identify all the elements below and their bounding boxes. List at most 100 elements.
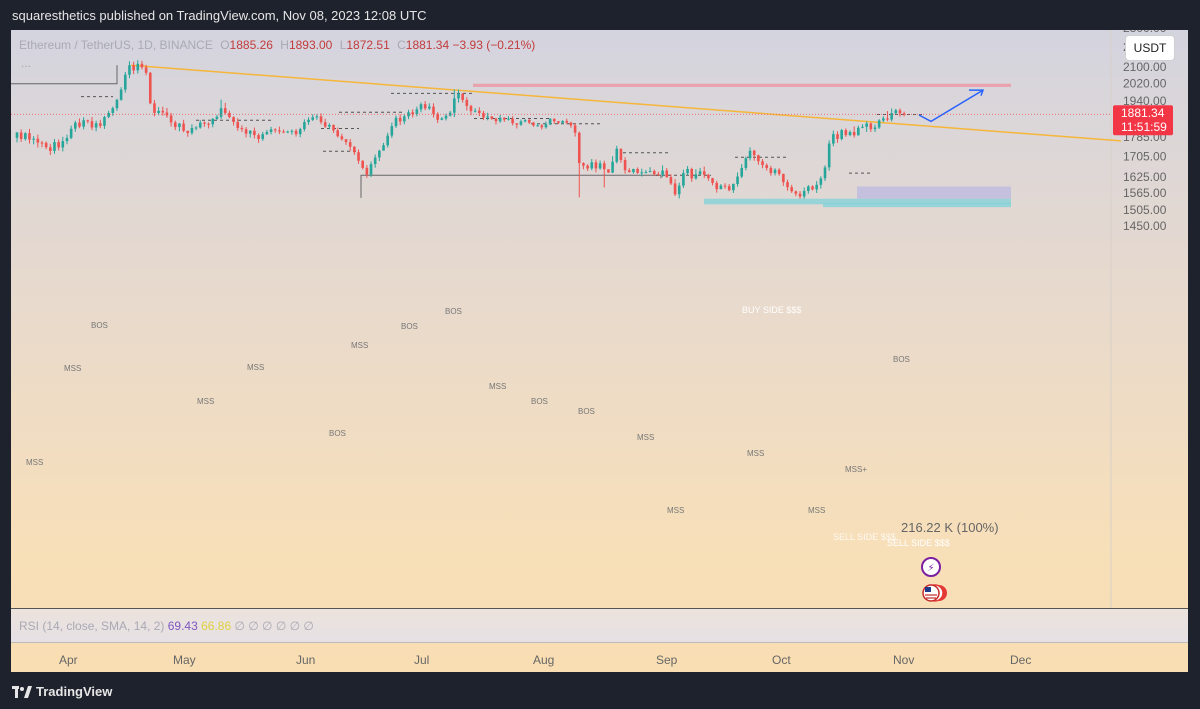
candle-body [561, 120, 564, 123]
candle-body [161, 110, 165, 113]
candle-body [473, 110, 477, 112]
candle-body [623, 159, 627, 171]
candle-body [602, 163, 606, 170]
candle-body [228, 112, 231, 118]
candle-body [869, 123, 873, 130]
candle-body [769, 167, 773, 174]
candle-body [836, 134, 839, 139]
candle-body [378, 150, 381, 158]
rsi-title: RSI (14, close, SMA, 14, 2) [19, 619, 165, 633]
us-flag-canton [925, 587, 931, 592]
candle-body [165, 112, 169, 116]
candle-body [573, 125, 577, 133]
candle-body [527, 120, 531, 123]
low-value: 1872.51 [346, 38, 390, 52]
candle-body [894, 110, 898, 114]
candle-body [36, 138, 40, 143]
candle-body [519, 121, 523, 125]
candle-body [765, 165, 768, 168]
candle-body [82, 120, 85, 127]
high-value: 1893.00 [288, 38, 333, 52]
candle-body [840, 130, 843, 139]
candle-body [702, 171, 706, 175]
open-label: O [220, 38, 230, 52]
candle-body [548, 118, 552, 125]
candle-body [707, 174, 710, 179]
tradingview-logo[interactable]: TradingView [12, 684, 112, 699]
structure-label: BOS [401, 322, 418, 331]
candle-body [615, 148, 619, 162]
candle-body [24, 133, 27, 139]
structure-label: BOS [329, 429, 346, 438]
candle-body [744, 158, 748, 168]
candle-body [611, 161, 614, 173]
candle-body [69, 128, 73, 138]
candle-body [482, 112, 485, 118]
candle-body [607, 169, 610, 173]
candle-body [882, 118, 885, 121]
candle-body [169, 115, 173, 123]
x-tick: Dec [1010, 653, 1032, 667]
lightning-event-icon[interactable] [921, 557, 941, 577]
candle-body [569, 122, 573, 126]
y-tick: 1940.00 [1123, 94, 1167, 108]
candle-body [398, 117, 402, 122]
candle-body [552, 118, 556, 122]
structure-label: BOS [893, 355, 910, 364]
candle-body [890, 113, 893, 120]
candle-body [794, 191, 798, 194]
currency-button[interactable]: USDT [1125, 35, 1175, 61]
y-tick: 1625.00 [1123, 170, 1167, 184]
candle-body [507, 118, 510, 120]
candle-body [432, 106, 435, 114]
candle-body [215, 116, 219, 119]
candle-body [677, 185, 681, 195]
candle-body [286, 131, 290, 133]
open-value: 1885.26 [229, 38, 273, 52]
legend-more-button[interactable]: ... [21, 56, 32, 70]
candle-body [119, 89, 123, 100]
y-tick: 2020.00 [1123, 77, 1167, 91]
candle-body [361, 160, 364, 168]
candle-body [128, 65, 131, 75]
candle-body [782, 173, 785, 183]
candle-body [777, 169, 781, 174]
candle-body [598, 163, 602, 169]
candle-body [265, 132, 269, 135]
candle-body [203, 122, 206, 124]
candle-body [298, 129, 302, 135]
candle-body [157, 110, 160, 113]
chart-pane[interactable]: BUY SIDE $$$ SELL SIDE $$$ SELL SIDE $$$ 21… [11, 30, 1188, 672]
price-chart-svg[interactable]: BUY SIDE $$$ SELL SIDE $$$SELL SIDE $$$ 21… [11, 30, 1188, 608]
candle-body [57, 142, 60, 148]
candle-body [503, 117, 506, 120]
symbol-name[interactable]: Ethereum / TetherUS, 1D, BINANCE [19, 38, 213, 52]
candle-body [811, 186, 814, 190]
candle-body [49, 147, 52, 151]
structure-label: MSS [26, 458, 43, 467]
candle-body [627, 170, 631, 173]
candle-body [594, 162, 598, 169]
candle-body [344, 139, 348, 143]
candle-body [465, 99, 469, 106]
candle-body [253, 130, 256, 136]
candle-body [107, 112, 110, 118]
candle-body [861, 126, 864, 128]
candle-body [736, 176, 739, 184]
rsi-pane[interactable]: RSI (14, close, SMA, 14, 2) 69.43 66.86 … [11, 608, 1188, 643]
footer: TradingView [0, 678, 1200, 709]
sell-side-label-2: SELL SIDE $$$ [833, 532, 896, 542]
rsi-sma-value: 66.86 [201, 619, 232, 633]
candle-body [411, 112, 414, 115]
candle-body [790, 187, 793, 192]
structure-label: MSS [747, 449, 764, 458]
candle-body [332, 124, 335, 131]
candle-body [902, 113, 906, 115]
time-axis[interactable]: Apr May Jun Jul Aug Sep Oct Nov Dec [11, 642, 1188, 673]
y-tick: 1565.00 [1123, 186, 1167, 200]
candle-body [486, 116, 489, 118]
symbol-legend: Ethereum / TetherUS, 1D, BINANCE O1885.2… [19, 38, 535, 52]
candle-body [752, 150, 756, 156]
candle-body [53, 142, 56, 151]
structure-line [360, 174, 662, 198]
